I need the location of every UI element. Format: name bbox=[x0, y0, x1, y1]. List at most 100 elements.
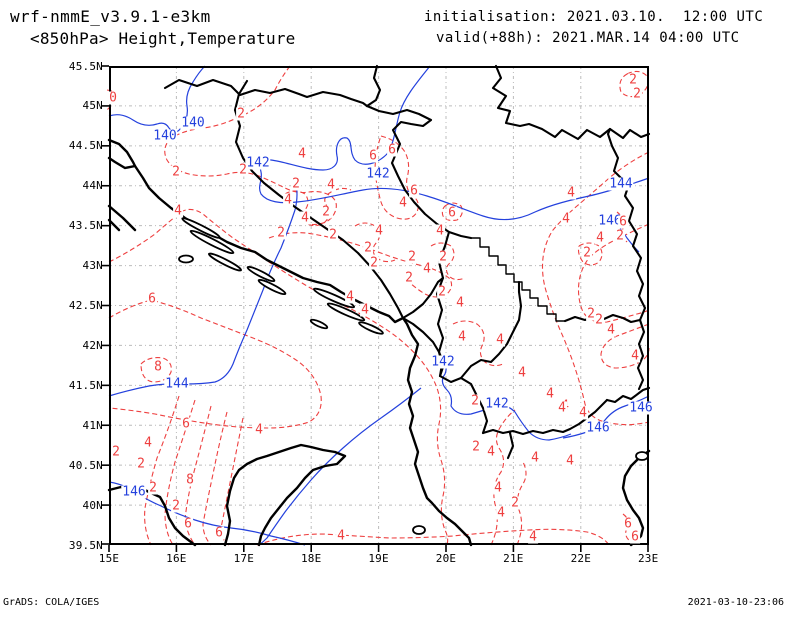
lat-label: 43.5N bbox=[68, 219, 103, 233]
temperature-contour-label: 2 bbox=[628, 72, 638, 88]
temperature-contour-label: 2 bbox=[438, 249, 448, 265]
temperature-contour-label: 4 bbox=[517, 365, 527, 381]
temperature-contour-label: 2 bbox=[437, 284, 447, 300]
temperature-contour-label: 2 bbox=[171, 498, 181, 514]
lat-label: 39.5N bbox=[68, 538, 103, 552]
temperature-contour-label: 4 bbox=[493, 480, 503, 496]
temperature-contour-label: 2 bbox=[328, 227, 338, 243]
initialisation-time: initialisation: 2021.03.10. 12:00 UTC bbox=[424, 9, 764, 25]
lat-label: 41.5N bbox=[68, 378, 103, 392]
temperature-contour-label: 6 bbox=[409, 183, 419, 199]
lat-label: 40.5N bbox=[68, 458, 103, 472]
temperature-contour-label: 4 bbox=[486, 444, 496, 460]
grid-lines bbox=[109, 66, 649, 545]
temperature-contour-label: 2 bbox=[148, 480, 158, 496]
lat-label: 44.5N bbox=[68, 139, 103, 153]
temperature-contour-label: 4 bbox=[360, 302, 370, 318]
map-plot-area: 140 140 142 142 144 146 144 146 142 142 146 146 0 2 2 2… bbox=[102, 64, 654, 552]
grads-credit: GrADS: COLA/IGES bbox=[3, 597, 100, 608]
temperature-contour-label: 2 bbox=[407, 249, 417, 265]
map-frame bbox=[109, 66, 649, 545]
temperature-contour-label: 2 bbox=[615, 228, 625, 244]
temperature-contour-label: 4 bbox=[566, 185, 576, 201]
temperature-contour-label: 4 bbox=[300, 210, 310, 226]
temperature-contour-label: 6 bbox=[623, 516, 633, 532]
temperature-contour-label: 6 bbox=[447, 205, 457, 221]
height-contour-label: 142 bbox=[365, 166, 391, 182]
height-contour-label: 144 bbox=[608, 176, 634, 192]
temperature-contour-label: 4 bbox=[455, 295, 465, 311]
height-contour-label: 140 bbox=[152, 128, 178, 144]
axis-ticks bbox=[102, 65, 649, 552]
temperature-contour-label: 2 bbox=[404, 270, 414, 286]
temperature-contour-label: 6 bbox=[387, 142, 397, 158]
temperature-contour-label: 2 bbox=[171, 164, 181, 180]
height-contour-label: 146 bbox=[121, 484, 147, 500]
temperature-contour-label: 2 bbox=[238, 162, 248, 178]
temperature-contour-label: 8 bbox=[153, 359, 163, 375]
height-contour-label: 140 bbox=[180, 115, 206, 131]
temperature-contour-label: 4 bbox=[143, 435, 153, 451]
temperature-contour-label: 4 bbox=[254, 422, 264, 438]
lat-label: 42N bbox=[82, 338, 103, 352]
temperature-contour-label: 6 bbox=[147, 291, 157, 307]
temperature-contour-label: 4 bbox=[606, 322, 616, 338]
height-contour-label: 146 bbox=[585, 420, 611, 436]
temperature-contour-label: 2 bbox=[136, 456, 146, 472]
temperature-contour-label: 4 bbox=[495, 332, 505, 348]
lat-label: 40N bbox=[82, 498, 103, 512]
temperature-contour-label: 2 bbox=[594, 312, 604, 328]
map-canvas bbox=[102, 64, 651, 552]
temperature-contour-label: 4 bbox=[561, 211, 571, 227]
model-title: wrf-nmmE_v3.9.1-e3km bbox=[10, 7, 211, 26]
temperature-contour-label: 2 bbox=[363, 240, 373, 256]
temperature-contour-label: 2 bbox=[369, 255, 379, 271]
lon-label: 15E bbox=[98, 552, 120, 565]
temperature-contour-label: 2 bbox=[291, 176, 301, 192]
temperature-contour-label: 4 bbox=[422, 261, 432, 277]
lat-label: 45.5N bbox=[68, 59, 103, 73]
lon-label: 18E bbox=[300, 552, 322, 565]
temperature-contour-label: 4 bbox=[578, 405, 588, 421]
valid-time: valid(+88h): 2021.MAR.14 04:00 UTC bbox=[436, 30, 740, 46]
temperature-contour-label: 2 bbox=[236, 106, 246, 122]
temperature-contour-label: 4 bbox=[557, 400, 567, 416]
lon-label: 20E bbox=[435, 552, 457, 565]
temperature-contour-label: 4 bbox=[374, 223, 384, 239]
lat-label: 45N bbox=[82, 99, 103, 113]
lon-label: 22E bbox=[570, 552, 592, 565]
temperature-contour-label: 6 bbox=[183, 516, 193, 532]
temperature-contour-label: 4 bbox=[457, 329, 467, 345]
lon-label: 17E bbox=[233, 552, 255, 565]
temperature-contour-label: 4 bbox=[545, 386, 555, 402]
temperature-contour-label: 2 bbox=[586, 306, 596, 322]
height-contour-label: 146 bbox=[628, 400, 654, 416]
lon-label: 16E bbox=[166, 552, 187, 565]
coastlines-and-borders bbox=[107, 64, 651, 547]
temperature-contour-label: 6 bbox=[214, 525, 224, 541]
temperature-contour-label: 4 bbox=[565, 453, 575, 469]
temperature-contour-label: 4 bbox=[336, 528, 346, 544]
temperature-contour-label: 0 bbox=[108, 90, 118, 106]
lon-label: 21E bbox=[503, 552, 524, 565]
height-contour-label: 144 bbox=[164, 376, 190, 392]
temperature-contour-label: 2 bbox=[510, 495, 520, 511]
temperature-contour-label: 4 bbox=[283, 192, 293, 208]
temperature-contour-label: 2 bbox=[321, 204, 331, 220]
height-contour-label: 142 bbox=[430, 354, 456, 370]
temperature-contour-label: 2 bbox=[111, 444, 121, 460]
temperature-contour-label: 4 bbox=[345, 289, 355, 305]
temperature-contour-label: 4 bbox=[398, 195, 408, 211]
temperature-contour-label: 4 bbox=[435, 223, 445, 239]
temperature-contour-label: 2 bbox=[632, 86, 642, 102]
height-contour-label: 146 bbox=[597, 213, 623, 229]
lat-label: 44N bbox=[82, 179, 103, 193]
lat-label: 43N bbox=[82, 259, 103, 273]
temperature-contour-label: 6 bbox=[630, 529, 640, 545]
temperature-contour-label: 6 bbox=[618, 214, 628, 230]
temperature-contour-label: 4 bbox=[326, 177, 336, 193]
temperature-contour-label: 4 bbox=[173, 203, 183, 219]
temperature-contour-label: 6 bbox=[368, 148, 378, 164]
lon-label: 19E bbox=[368, 552, 389, 565]
